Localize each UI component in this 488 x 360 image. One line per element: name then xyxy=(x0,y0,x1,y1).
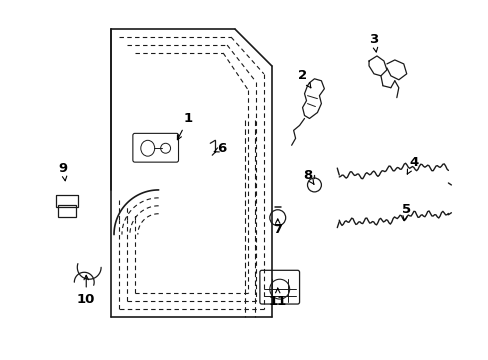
Bar xyxy=(59,205,76,217)
Text: 11: 11 xyxy=(268,288,286,307)
Text: 2: 2 xyxy=(297,69,310,88)
Bar xyxy=(56,195,78,207)
Text: 5: 5 xyxy=(401,203,410,220)
Text: 7: 7 xyxy=(273,219,282,236)
Text: 6: 6 xyxy=(214,142,226,155)
Text: 4: 4 xyxy=(407,156,417,174)
Text: 8: 8 xyxy=(302,168,313,184)
Text: 3: 3 xyxy=(368,33,378,52)
Text: 10: 10 xyxy=(77,275,95,306)
Text: 9: 9 xyxy=(59,162,68,181)
Text: 1: 1 xyxy=(177,112,193,140)
